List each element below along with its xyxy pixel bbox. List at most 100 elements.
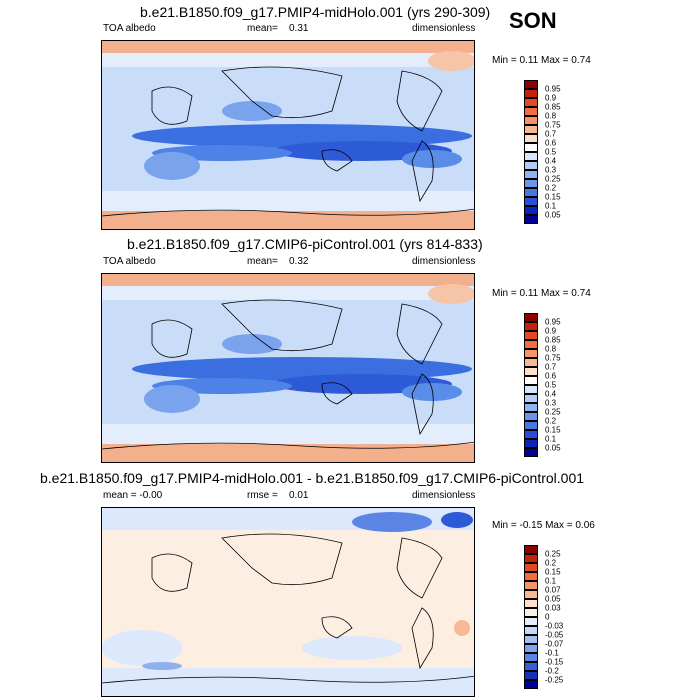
colorbar-tick-label: -0.25 (545, 675, 564, 685)
colorbar-swatch (524, 143, 538, 152)
colorbar-swatch (524, 367, 538, 376)
colorbar-tick-label: 0.15 (545, 425, 561, 435)
colorbar-swatch (524, 340, 538, 349)
colorbar-swatch (524, 403, 538, 412)
panel-2-title: b.e21.B1850.f09_g17.CMIP6-piControl.001 … (127, 236, 483, 252)
colorbar-tick-label: 0.25 (545, 549, 561, 559)
colorbar-swatch (524, 394, 538, 403)
panel-3-title: b.e21.B1850.f09_g17.PMIP4-midHolo.001 - … (40, 470, 585, 486)
panel-3-rmse-label: rmse = (247, 490, 278, 501)
panel-1-title: b.e21.B1850.f09_g17.PMIP4-midHolo.001 (y… (140, 4, 491, 20)
colorbar-tick-label: 0.15 (545, 192, 561, 202)
colorbar-tick-label: 0.4 (545, 389, 557, 399)
colorbar-tick-label: -0.07 (545, 639, 564, 649)
colorbar-tick-label: 0.1 (545, 576, 557, 586)
colorbar-tick-label: 0.07 (545, 585, 561, 595)
colorbar-swatch (524, 349, 538, 358)
colorbar-tick-label: 0.5 (545, 380, 557, 390)
colorbar-swatch (524, 590, 538, 599)
colorbar-tick-label: 0.6 (545, 138, 557, 148)
panel-3-colorbar (524, 545, 538, 689)
colorbar-swatch (524, 545, 538, 554)
colorbar-swatch (524, 331, 538, 340)
colorbar-tick-label: 0.95 (545, 317, 561, 327)
panel-1-variable: TOA albedo (103, 23, 156, 34)
colorbar-tick-label: 0.85 (545, 102, 561, 112)
colorbar-swatch (524, 572, 538, 581)
colorbar-swatch (524, 215, 538, 224)
colorbar-swatch (524, 125, 538, 134)
colorbar-swatch (524, 430, 538, 439)
panel-2-variable: TOA albedo (103, 256, 156, 267)
colorbar-swatch (524, 412, 538, 421)
colorbar-swatch (524, 644, 538, 653)
colorbar-swatch (524, 116, 538, 125)
colorbar-tick-label: 0.1 (545, 201, 557, 211)
panel-2-units: dimensionless (412, 256, 476, 267)
colorbar-swatch (524, 563, 538, 572)
colorbar-swatch (524, 322, 538, 331)
colorbar-tick-label: 0.2 (545, 416, 557, 426)
colorbar-swatch (524, 599, 538, 608)
panel-2-map (101, 273, 475, 463)
colorbar-tick-label: 0.4 (545, 156, 557, 166)
colorbar-tick-label: -0.1 (545, 648, 559, 658)
colorbar-swatch (524, 581, 538, 590)
colorbar-swatch (524, 376, 538, 385)
colorbar-swatch (524, 635, 538, 644)
panel-1-colorbar (524, 80, 538, 224)
colorbar-tick-label: -0.2 (545, 666, 559, 676)
colorbar-swatch (524, 206, 538, 215)
colorbar-tick-label: 0.2 (545, 183, 557, 193)
colorbar-tick-label: -0.15 (545, 657, 564, 667)
colorbar-tick-label: 0.2 (545, 558, 557, 568)
colorbar-swatch (524, 197, 538, 206)
colorbar-tick-label: -0.03 (545, 621, 564, 631)
colorbar-swatch (524, 662, 538, 671)
colorbar-tick-label: 0.3 (545, 398, 557, 408)
colorbar-swatch (524, 653, 538, 662)
panel-2-mean-label: mean= (247, 256, 278, 267)
colorbar-tick-label: 0.85 (545, 335, 561, 345)
colorbar-tick-label: 0.8 (545, 111, 557, 121)
colorbar-swatch (524, 179, 538, 188)
colorbar-tick-label: 0.7 (545, 362, 557, 372)
colorbar-swatch (524, 448, 538, 457)
colorbar-tick-label: 0.1 (545, 434, 557, 444)
colorbar-swatch (524, 385, 538, 394)
colorbar-swatch (524, 98, 538, 107)
colorbar-swatch (524, 554, 538, 563)
colorbar-tick-label: 0.3 (545, 165, 557, 175)
panel-1-map (101, 40, 475, 230)
colorbar-tick-label: 0.9 (545, 93, 557, 103)
colorbar-swatch (524, 626, 538, 635)
colorbar-swatch (524, 134, 538, 143)
colorbar-tick-label: 0.6 (545, 371, 557, 381)
panel-3-minmax: Min = -0.15 Max = 0.06 (492, 520, 595, 531)
panel-3-units: dimensionless (412, 490, 476, 501)
panel-2-minmax: Min = 0.11 Max = 0.74 (492, 288, 591, 299)
colorbar-swatch (524, 608, 538, 617)
season-label: SON (509, 8, 557, 33)
panel-3-mean: mean = -0.00 (103, 490, 163, 501)
colorbar-tick-label: 0.03 (545, 603, 561, 613)
colorbar-swatch (524, 421, 538, 430)
colorbar-tick-label: 0.75 (545, 353, 561, 363)
colorbar-swatch (524, 188, 538, 197)
panel-2-mean-value: 0.32 (289, 256, 309, 267)
colorbar-tick-label: 0.05 (545, 594, 561, 604)
panel-3-rmse-value: 0.01 (289, 490, 309, 501)
colorbar-swatch (524, 152, 538, 161)
colorbar-swatch (524, 617, 538, 626)
panel-1-mean-value: 0.31 (289, 23, 309, 34)
colorbar-tick-label: 0.05 (545, 210, 561, 220)
colorbar-swatch (524, 671, 538, 680)
colorbar-tick-label: 0 (545, 612, 550, 622)
colorbar-swatch (524, 170, 538, 179)
colorbar-tick-label: 0.05 (545, 443, 561, 453)
panel-2-colorbar (524, 313, 538, 457)
colorbar-tick-label: 0.25 (545, 407, 561, 417)
colorbar-swatch (524, 80, 538, 89)
colorbar-swatch (524, 439, 538, 448)
colorbar-tick-label: 0.95 (545, 84, 561, 94)
